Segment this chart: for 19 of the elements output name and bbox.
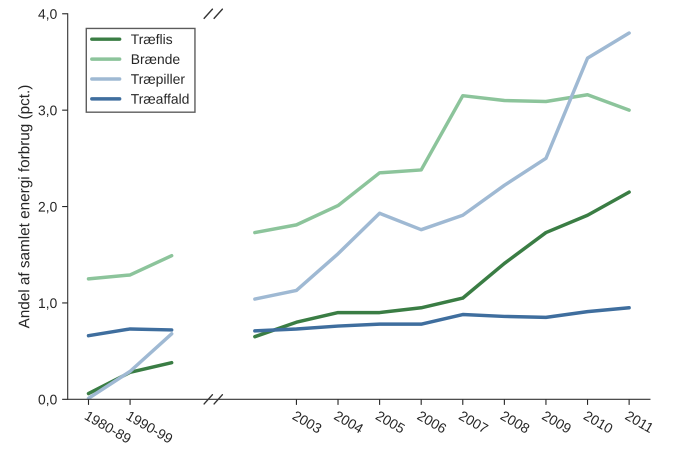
x-tick-label: 2005 (375, 410, 406, 434)
x-tick-label: 2011 (624, 410, 654, 434)
y-tick-label: 1,0 (39, 298, 57, 310)
y-tick-label: 0,0 (38, 394, 57, 406)
y-tick-label: 4,0 (38, 9, 57, 21)
x-tick-label: 2010 (583, 410, 614, 434)
x-tick-label: 2006 (416, 410, 448, 434)
x-tick-label: 2008 (500, 410, 530, 434)
y-tick-label: 2,0 (38, 202, 57, 214)
legend-label: Træpiller (131, 74, 185, 87)
legend-label: Brænde (132, 54, 180, 64)
x-tick-label: 2009 (541, 410, 572, 434)
x-tick-label: 2007 (458, 410, 489, 434)
x-tick-label: 2004 (334, 410, 364, 434)
x-tick-label: 2003 (292, 410, 322, 434)
legend-label: Træflis (131, 34, 172, 44)
y-tick-label: 3,0 (38, 105, 57, 117)
y-axis-title: Andel af samlet energi forbrug (pct.) (18, 86, 32, 328)
legend-label: Træaffald (131, 94, 189, 104)
